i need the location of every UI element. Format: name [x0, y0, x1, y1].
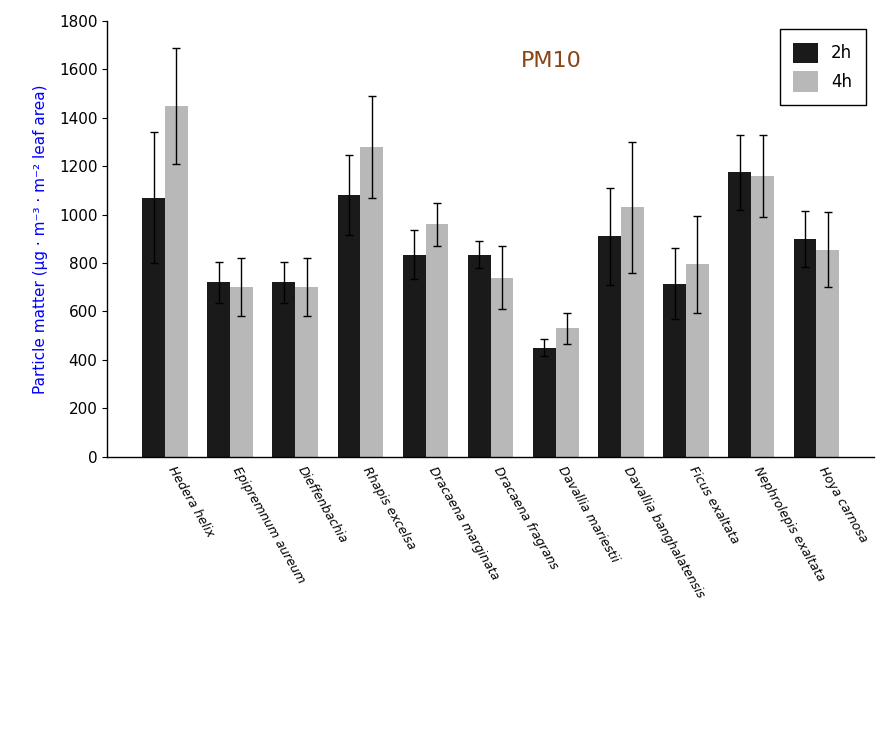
Bar [816, 250, 839, 457]
Bar [208, 282, 230, 457]
Bar [751, 176, 774, 457]
Bar [360, 147, 383, 457]
Y-axis label: Particle matter (μg · m⁻³ · m⁻² leaf area): Particle matter (μg · m⁻³ · m⁻² leaf are… [33, 84, 48, 394]
Bar [403, 254, 426, 457]
Bar [165, 106, 188, 457]
Legend: 2h, 4h: 2h, 4h [780, 29, 866, 105]
Bar [794, 238, 816, 457]
Bar [273, 282, 295, 457]
Bar [533, 348, 556, 457]
Bar [729, 172, 751, 457]
Bar [295, 287, 318, 457]
Text: PM10: PM10 [521, 52, 582, 71]
Bar [143, 198, 165, 457]
Bar [230, 287, 253, 457]
Bar [491, 278, 513, 457]
Bar [663, 284, 686, 457]
Bar [468, 254, 491, 457]
Bar [426, 224, 448, 457]
Bar [598, 236, 621, 457]
Bar [556, 328, 578, 457]
Bar [338, 195, 360, 457]
Bar [621, 207, 644, 457]
Bar [686, 264, 709, 457]
